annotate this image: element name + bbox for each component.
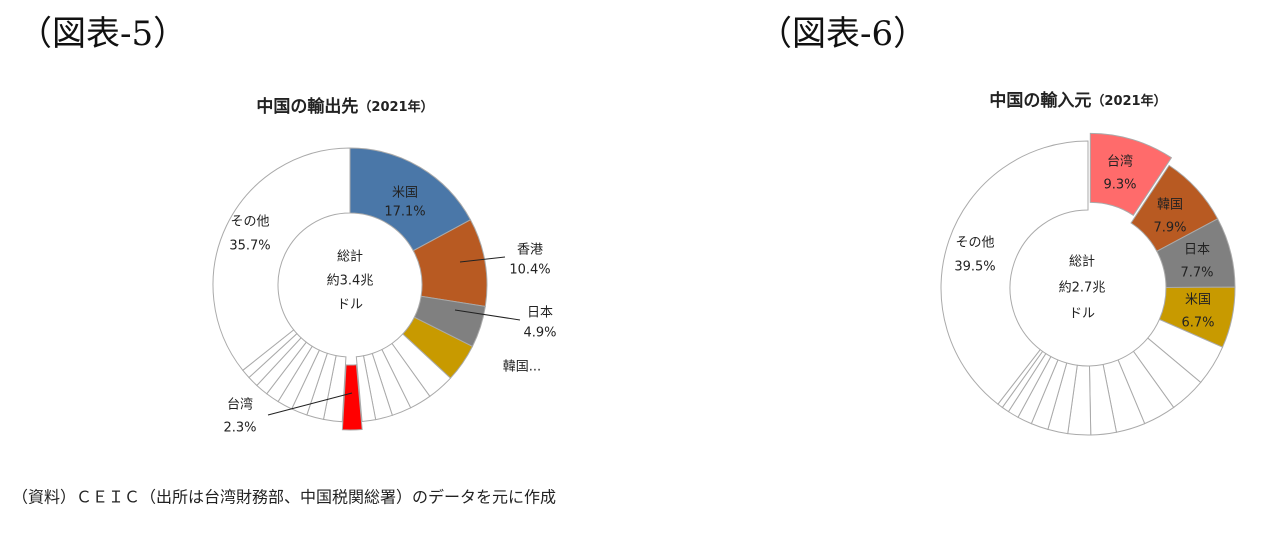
chart-title: 中国の輸出先（2021年） <box>256 96 433 117</box>
title-year: （2021年） <box>358 99 433 115</box>
slice-label: 台湾 <box>1107 154 1133 170</box>
chart-title: 中国の輸入元（2021年） <box>989 90 1166 111</box>
donut-slice <box>940 140 1089 405</box>
value-label: 2.3% <box>223 421 256 436</box>
value-label: 39.5% <box>954 260 995 275</box>
value-label: 7.7% <box>1180 266 1213 281</box>
donut-slice <box>1089 132 1173 216</box>
title-main: 中国の輸出先 <box>256 96 358 117</box>
value-label: 35.7% <box>229 239 270 254</box>
slice-label: 米国 <box>1185 293 1211 308</box>
slice-label: 韓国 <box>1157 198 1183 213</box>
donut-slice <box>212 147 351 372</box>
center-label: 総計 <box>337 249 363 265</box>
figure-label: （図表-6） <box>758 14 927 54</box>
value-label: 9.3% <box>1103 178 1136 193</box>
slice-label: 韓国... <box>503 360 541 375</box>
slice-label: 香港 <box>517 243 543 258</box>
leader-line <box>454 309 521 321</box>
center-label: 約3.4兆 <box>327 274 374 289</box>
center-label: 約2.7兆 <box>1059 281 1106 296</box>
slice-label: 台湾 <box>227 397 253 413</box>
donut-slice <box>349 147 472 252</box>
value-label: 6.7% <box>1181 316 1214 331</box>
leader-line <box>267 392 353 416</box>
slice-label: 日本 <box>527 306 553 321</box>
slice-label: その他 <box>230 215 269 230</box>
center-label: ドル <box>337 298 363 313</box>
value-label: 4.9% <box>523 326 556 341</box>
donut-slice <box>341 364 363 431</box>
center-label: ドル <box>1069 307 1095 322</box>
slice-label: その他 <box>955 236 994 251</box>
value-label: 10.4% <box>509 263 550 278</box>
title-year: （2021年） <box>1091 93 1166 109</box>
donut-slice <box>355 355 377 423</box>
figure-label: （図表-5） <box>18 14 187 54</box>
leader-line <box>459 256 506 263</box>
value-label: 17.1% <box>384 205 425 220</box>
slice-label: 米国 <box>392 186 418 201</box>
source-note: （資料）ＣＥＩＣ（出所は台湾財務部、中国税関総署）のデータを元に作成 <box>12 488 556 507</box>
center-label: 総計 <box>1069 254 1095 270</box>
title-main: 中国の輸入元 <box>989 90 1091 111</box>
slice-label: 日本 <box>1184 243 1210 258</box>
value-label: 7.9% <box>1153 221 1186 236</box>
